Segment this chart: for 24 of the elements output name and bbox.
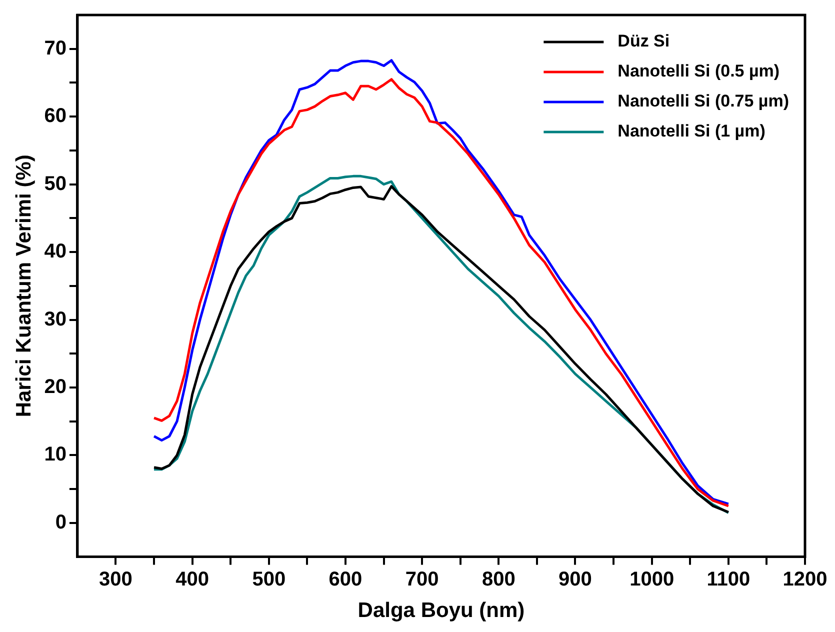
x-tick-label: 700 (405, 568, 439, 590)
x-tick-label: 900 (558, 568, 592, 590)
x-tick-label: 1100 (706, 568, 750, 590)
x-tick-label: 300 (99, 568, 132, 590)
x-tick-label: 1200 (782, 568, 828, 590)
x-tick-label: 600 (328, 568, 362, 590)
x-tick-label: 500 (252, 568, 286, 590)
y-tick-label: 20 (44, 376, 66, 398)
y-tick-label: 40 (44, 240, 66, 263)
x-tick-label: 1000 (630, 568, 674, 590)
y-tick-label: 60 (44, 105, 66, 128)
y-tick-label: 70 (44, 37, 66, 60)
y-axis-title: Harici Kuantum Verimi (%) (12, 154, 36, 418)
x-axis-title: Dalga Boyu (nm) (358, 599, 525, 622)
legend-label: Nanotelli Si (1 µm) (618, 122, 766, 141)
x-tick-label: 800 (482, 568, 516, 590)
x-tick-label: 400 (176, 568, 210, 590)
legend-label: Nanotelli Si (0.75 µm) (618, 92, 790, 111)
y-tick-label: 50 (44, 172, 66, 195)
y-tick-label: 10 (44, 444, 66, 466)
y-tick-label: 30 (44, 308, 66, 330)
legend-label: Düz Si (618, 32, 670, 51)
legend-label: Nanotelli Si (0.5 µm) (618, 62, 780, 81)
y-tick-label: 0 (55, 511, 66, 534)
